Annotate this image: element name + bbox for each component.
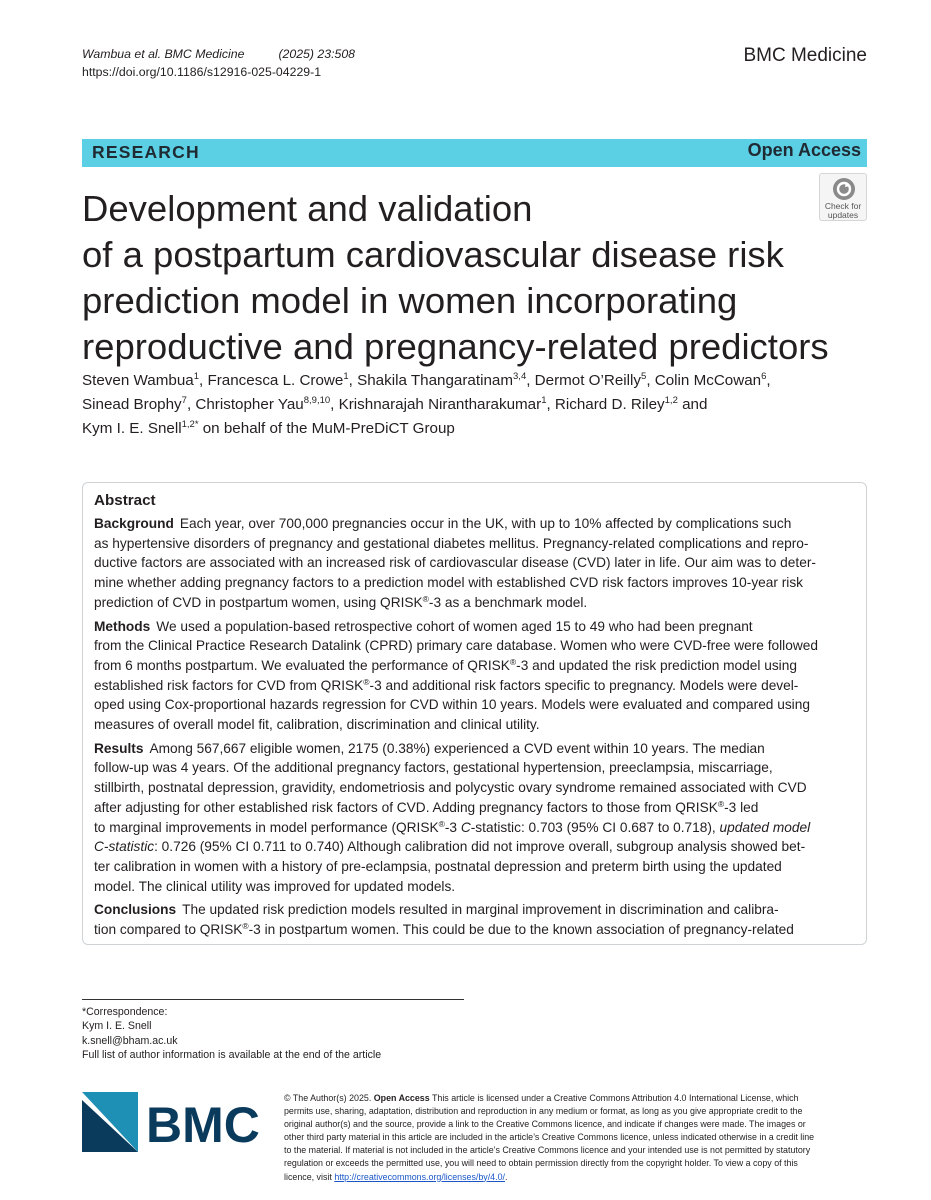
author-name[interactable]: Steven Wambua [82,372,194,389]
author-list: Steven Wambua1, Francesca L. Crowe1, Sha… [82,369,872,441]
affiliation-sup: 1 [343,371,349,382]
section-label: RESEARCH [92,142,200,162]
bmc-logo: BMC [82,1092,260,1152]
abstract-results: Results Among 567,667 eligible women, 217… [94,740,811,894]
author-name[interactable]: , Dermot O’Reilly [526,372,642,389]
correspondence-label: *Correspondence: [82,1006,168,1018]
title-line: prediction model in women incorporating [82,280,738,321]
title-line: of a postpartum cardiovascular disease r… [82,234,784,275]
abstract-background: Background Each year, over 700,000 pregna… [94,516,816,610]
author-line: Steven Wambua1, Francesca L. Crowe1, Sha… [82,371,771,389]
check-line-2: updates [827,210,859,220]
group-name: on behalf of the MuM-PreDiCT Group [198,420,455,437]
author-name[interactable]: , Richard D. Riley [546,396,665,413]
author-line: Kym I. E. Snell1,2* on behalf of the MuM… [82,417,872,441]
title-line: Development and validation [82,188,533,229]
authors-short: Wambua et al. BMC Medicine [82,47,245,61]
doi-link[interactable]: https://doi.org/10.1186/s12916-025-04229… [82,65,322,79]
author-name[interactable]: , Colin McCowan [646,372,762,389]
affiliation-sup: 1 [541,395,547,406]
author-name[interactable]: , Shakila Thangaratinam [348,372,514,389]
affiliation-sup: 8,9,10 [303,395,331,406]
author-conjunction: and [677,396,708,413]
open-access-label: Open Access [747,140,861,160]
affiliation-sup: 7 [181,395,187,406]
conclusions-label: Conclusions [94,902,177,918]
journal-name: BMC Medicine [743,45,867,66]
author-info-note: Full list of author information is avail… [82,1048,382,1061]
abstract-heading: Abstract [94,492,156,509]
abstract-conclusions: Conclusions The updated risk prediction m… [94,902,794,938]
methods-label: Methods [94,618,151,634]
running-header: Wambua et al. BMC Medicine (2025) 23:508 … [82,45,355,81]
affiliation-sup: 1,2 [664,395,678,406]
affiliation-sup: 1,2* [181,419,199,430]
check-for-updates-button[interactable]: Check for updates [819,173,867,221]
correspondence-email[interactable]: k.snell@bham.ac.uk [82,1034,178,1047]
background-label: Background [94,516,174,531]
author-name[interactable]: , Christopher Yau [186,396,304,413]
results-label: Results [94,740,144,756]
check-updates-icon [833,178,855,200]
affiliation-sup: 6 [761,371,767,382]
open-access-bold: Open Access [373,1093,430,1103]
author-name[interactable]: , Krishnarajah Nirantharakumar [330,396,542,413]
license-link[interactable]: http://creativecommons.org/licenses/by/4… [334,1171,505,1182]
year-volume: (2025) 23:508 [278,47,356,61]
author-name[interactable]: Kym I. E. Snell [82,420,182,437]
affiliation-sup: 5 [641,371,647,382]
citation-line: Wambua et al. BMC Medicine (2025) 23:508 [82,45,355,63]
affiliation-sup: 3,4 [513,371,527,382]
check-line-1: Check for [824,201,862,211]
abstract-box: Abstract Background Each year, over 700,0… [82,482,867,945]
license-text: © The Author(s) 2025. Open Access This a… [284,1093,815,1182]
correspondence-block: *Correspondence: Kym I. E. Snell k.snell… [82,1005,381,1062]
article-title: Development and validation of a postpart… [82,186,862,370]
affiliation-sup: 1 [193,371,200,382]
author-line: Sinead Brophy7, Christopher Yau8,9,10, K… [82,393,872,417]
author-name[interactable]: , Francesca L. Crowe [199,372,344,389]
footnote-divider [82,999,464,1000]
correspondence-name: Kym I. E. Snell [82,1020,152,1033]
article-type-banner: RESEARCH Open Access [82,139,867,167]
title-line: reproductive and pregnancy-related predi… [82,326,829,367]
abstract-methods: Methods We used a population-based retros… [94,618,818,733]
bmc-logo-text: BMC [146,1097,260,1152]
author-name[interactable]: Sinead Brophy [82,396,182,413]
